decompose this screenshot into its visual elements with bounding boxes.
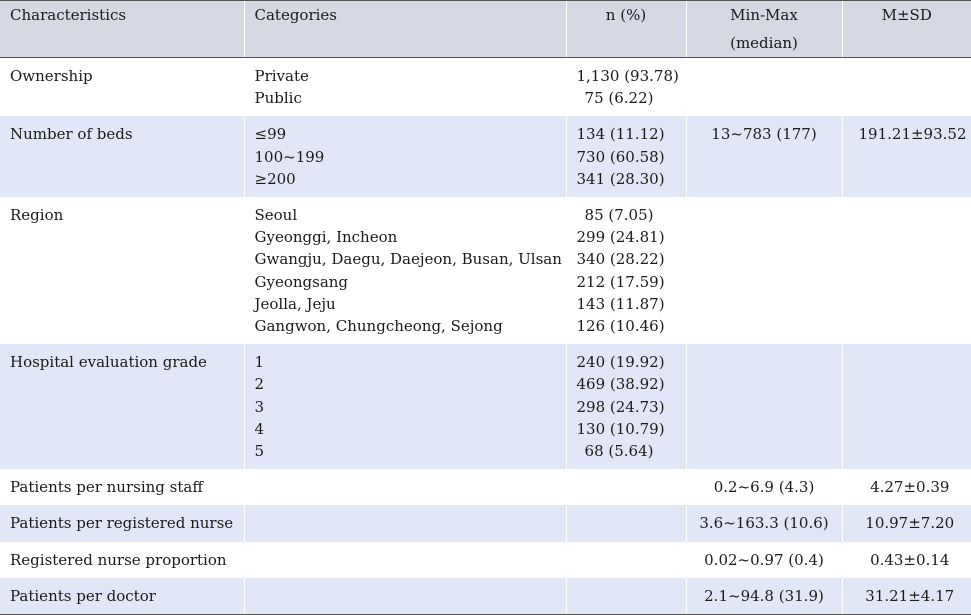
cell-characteristic: Patients per doctor: [0, 577, 244, 615]
n-percent-value: 75 (6.22): [584, 89, 654, 108]
category-label: Gwangju, Daegu, Daejeon, Busan, Ulsan: [254, 250, 562, 269]
header-characteristics: Characteristics: [0, 0, 244, 58]
cell-categories: Seoul Gyeonggi, Incheon Gwangju, Daegu, Da…: [243, 197, 566, 345]
header-row: Characteristics Categories n (%) Min-Max…: [0, 0, 971, 58]
table-row: Registered nurse proportion 0.02~0.97 (0.…: [0, 541, 971, 578]
cell-n-percent: [565, 505, 686, 542]
category-label: ≤99: [254, 125, 287, 144]
cell-characteristic: Number of beds: [0, 116, 244, 198]
cell-mean-sd: 10.97±7.20: [841, 505, 971, 542]
n-percent-value: 126 (10.46): [576, 317, 665, 336]
cell-min-max-median: 3.6~163.3 (10.6): [685, 505, 842, 542]
cell-categories: [243, 505, 566, 542]
n-percent-value: 1,130 (93.78): [576, 67, 679, 85]
n-percent-value: 730 (60.58): [576, 147, 665, 166]
cell-characteristic: Ownership: [10, 67, 93, 85]
category-label: 1: [254, 353, 265, 372]
category-label: Jeolla, Jeju: [254, 294, 336, 313]
cell-characteristic: Registered nurse proportion: [10, 550, 227, 569]
table-body: Ownership Private Public 1,130 (93.78) 75 (6…: [0, 57, 971, 615]
cell-min-max-median: [685, 197, 842, 345]
cell-n-percent: 134 (11.12) 730 (60.58) 341 (28.30): [565, 116, 686, 198]
cell-mean-sd: 191.21±93.52: [841, 116, 971, 198]
n-percent-value: 340 (28.22): [576, 250, 665, 269]
n-percent-value: 85 (7.05): [584, 206, 654, 225]
cell-n-percent: 240 (19.92) 469 (38.92) 298 (24.73) 130 (10…: [565, 344, 686, 470]
table-row: Region Seoul Gyeonggi, Incheon Gwangju, Dae…: [0, 197, 971, 345]
cell-characteristic: Hospital evaluation grade: [0, 344, 244, 470]
category-label: 100~199: [254, 147, 325, 166]
cell-n-percent: [565, 541, 686, 578]
cell-categories: Private Public: [243, 57, 566, 117]
category-label: Public: [254, 89, 302, 108]
table-row: Ownership Private Public 1,130 (93.78) 75 (6…: [0, 57, 971, 117]
cell-mean-sd: [841, 344, 971, 470]
cell-min-max-median: 0.02~0.97 (0.4): [685, 541, 842, 578]
table-row: Patients per nursing staff 0.2~6.9 (4.3) 4…: [0, 469, 971, 506]
n-percent-value: 299 (24.81): [576, 228, 665, 247]
cell-min-max-median: [685, 57, 842, 117]
cell-min-max-median: 13~783 (177): [685, 116, 842, 198]
category-label: 3: [254, 397, 265, 416]
header-categories: Categories: [243, 0, 566, 58]
n-percent-value: 469 (38.92): [576, 375, 665, 394]
cell-min-max-median: 2.1~94.8 (31.9): [685, 577, 842, 615]
category-label: Gyeongsang: [254, 272, 349, 291]
n-percent-value: 298 (24.73): [576, 397, 665, 416]
n-percent-value: 143 (11.87): [576, 294, 665, 313]
cell-mean-sd: 4.27±0.39: [841, 469, 971, 506]
category-label: 4: [254, 419, 265, 438]
cell-categories: [243, 469, 566, 506]
header-min-max-median: Min-Max (median): [685, 0, 842, 58]
n-percent-value: 341 (28.30): [576, 169, 665, 188]
table-row: Patients per doctor 2.1~94.8 (31.9) 31.21±…: [0, 577, 971, 615]
table-row: Hospital evaluation grade 1 2 3 4 5 240 (19.92…: [0, 344, 971, 470]
category-label: 5: [254, 442, 265, 461]
cell-n-percent: 85 (7.05) 299 (24.81) 340 (28.22) 212 (17.5…: [565, 197, 686, 345]
header-n-percent: n (%): [565, 0, 686, 58]
cell-mean-sd: [841, 57, 971, 117]
cell-mean-sd: 31.21±4.17: [841, 577, 971, 615]
cell-n-percent: 1,130 (93.78) 75 (6.22): [565, 57, 686, 117]
n-percent-value: 134 (11.12): [576, 125, 665, 144]
category-label: ≥200: [254, 169, 296, 188]
cell-characteristic: Region: [10, 206, 64, 225]
cell-categories: [243, 577, 566, 615]
table-row: Patients per registered nurse 3.6~163.3 (…: [0, 505, 971, 542]
cell-characteristic: Patients per nursing staff: [10, 478, 203, 497]
category-label: Gyeonggi, Incheon: [254, 228, 398, 247]
category-label: 2: [254, 375, 265, 394]
cell-min-max-median: 0.2~6.9 (4.3): [685, 469, 842, 506]
n-percent-value: 68 (5.64): [584, 442, 654, 461]
table-row: Number of beds ≤99 100~199 ≥200 134 (11.12) 7…: [0, 116, 971, 198]
n-percent-value: 212 (17.59): [576, 272, 665, 291]
cell-n-percent: [565, 577, 686, 615]
header-mean-sd: M±SD: [841, 0, 971, 58]
cell-mean-sd: 0.43±0.14: [841, 541, 971, 578]
cell-n-percent: [565, 469, 686, 506]
n-percent-value: 240 (19.92): [576, 353, 665, 372]
cell-categories: ≤99 100~199 ≥200: [243, 116, 566, 198]
cell-min-max-median: [685, 344, 842, 470]
category-label: Seoul: [254, 206, 298, 225]
category-label: Private: [254, 67, 309, 85]
cell-mean-sd: [841, 197, 971, 345]
category-label: Gangwon, Chungcheong, Sejong: [254, 317, 503, 336]
n-percent-value: 130 (10.79): [576, 419, 665, 438]
cell-categories: [243, 541, 566, 578]
cell-characteristic: Patients per registered nurse: [0, 505, 244, 542]
cell-categories: 1 2 3 4 5: [243, 344, 566, 470]
